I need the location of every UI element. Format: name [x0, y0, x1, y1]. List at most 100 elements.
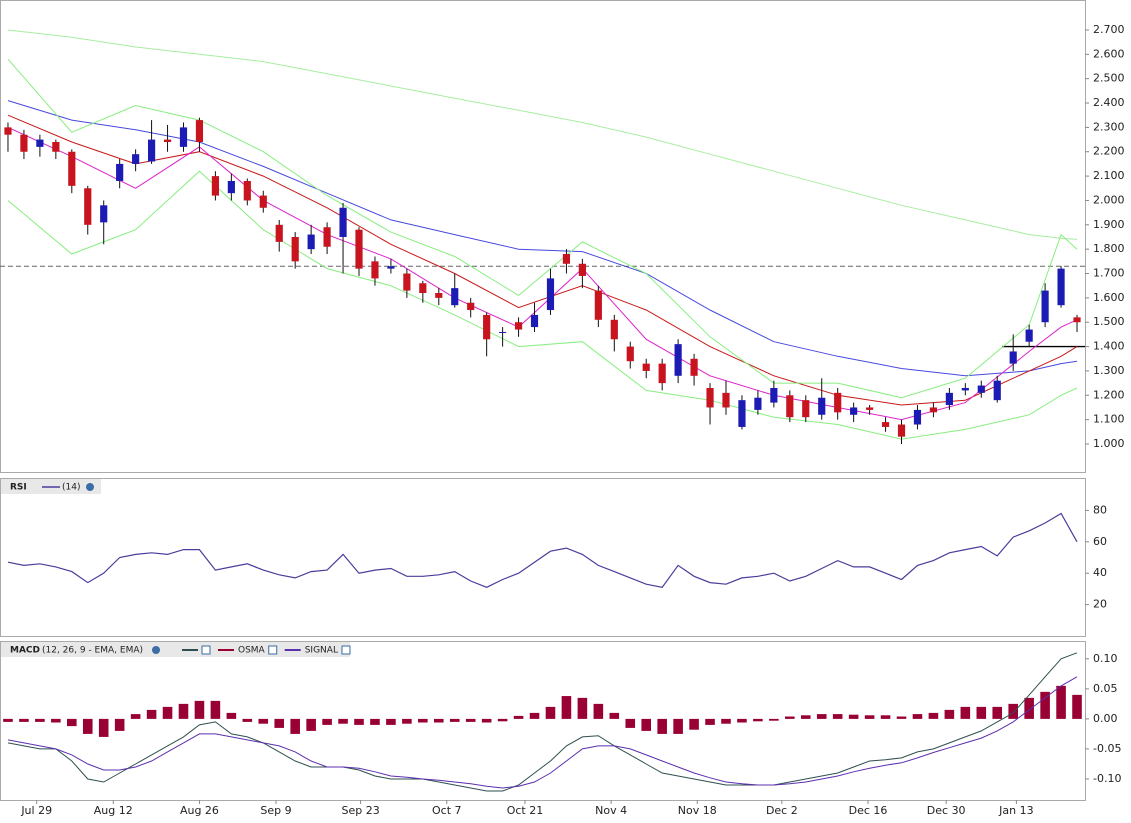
osma-bar — [354, 718, 364, 725]
osma-bar — [274, 718, 285, 728]
y-tick-label: 0.00 — [1093, 712, 1118, 725]
y-tick-label: 2.400 — [1093, 96, 1125, 109]
osma-bar — [162, 706, 173, 719]
candle-body — [770, 387, 778, 403]
rsi-title: RSI — [10, 483, 27, 493]
candle-body — [961, 387, 969, 391]
candle-body — [881, 422, 890, 427]
candle-body — [802, 400, 810, 418]
y-tick-label: 40 — [1093, 566, 1107, 579]
osma-bar — [1024, 697, 1034, 719]
osma-bar — [529, 712, 540, 719]
osma-bar — [609, 712, 620, 719]
candle-body — [578, 263, 586, 276]
osma-bar — [832, 714, 843, 719]
osma-bar — [769, 718, 779, 721]
candle-body — [68, 151, 76, 186]
settings-icon[interactable] — [152, 646, 160, 654]
candle-body — [435, 293, 443, 298]
osma-bar — [306, 718, 316, 731]
candle-body — [227, 180, 235, 194]
candle-body — [929, 407, 938, 413]
x-tick-label: Aug 12 — [94, 804, 133, 817]
osma-bar — [928, 712, 939, 719]
x-tick-label: Dec 2 — [766, 804, 798, 817]
settings-icon[interactable] — [86, 483, 94, 491]
candle-body — [275, 224, 283, 242]
candle-body — [339, 207, 347, 237]
rsi-panel — [0, 478, 1086, 637]
macd-header — [1, 642, 350, 657]
candle-body — [530, 314, 539, 328]
osma-bar — [226, 712, 237, 719]
y-tick-label: 1.300 — [1093, 364, 1125, 377]
osma-bar — [513, 715, 524, 719]
y-tick-label: 1.100 — [1093, 413, 1125, 426]
candle-body — [1025, 329, 1033, 342]
candle-body — [403, 273, 411, 291]
legend-checkbox[interactable] — [268, 645, 278, 655]
osma-bar — [816, 714, 827, 719]
candle-body — [419, 283, 427, 294]
osma-bar — [82, 718, 93, 734]
candle-body — [467, 302, 475, 311]
osma-bar — [242, 718, 253, 722]
legend-label: OSMA — [238, 646, 266, 656]
osma-bar — [370, 718, 380, 725]
osma-bar — [290, 718, 300, 734]
candle-body — [514, 322, 523, 330]
osma-bar — [386, 718, 396, 725]
candle-body — [786, 395, 794, 418]
legend-checkbox[interactable] — [201, 645, 211, 655]
candle-body — [626, 346, 634, 362]
candle-body — [1009, 351, 1017, 364]
candle-body — [834, 392, 842, 413]
x-tick-label: Aug 26 — [180, 804, 219, 817]
candle-body — [722, 392, 730, 408]
osma-bar — [705, 718, 715, 725]
candle-body — [387, 266, 395, 269]
osma-bar — [673, 718, 683, 734]
osma-bar — [545, 706, 556, 719]
osma-bar — [51, 718, 61, 723]
legend-checkbox[interactable] — [341, 645, 351, 655]
osma-bar — [641, 718, 651, 731]
candle-body — [546, 278, 555, 311]
osma-bar — [593, 703, 604, 719]
candle-body — [818, 397, 826, 415]
candle-body — [163, 139, 172, 143]
candle-body — [945, 392, 953, 406]
y-tick-label: 2.300 — [1093, 120, 1125, 133]
candle-body — [499, 331, 507, 333]
x-tick-label: Dec 30 — [927, 804, 966, 817]
osma-bar — [3, 718, 13, 722]
candle-body — [1041, 290, 1049, 323]
candle-body — [4, 127, 12, 135]
y-tick-label: 1.700 — [1093, 267, 1125, 280]
x-tick-label: Nov 18 — [678, 804, 717, 817]
osma-bar — [1056, 685, 1066, 719]
y-tick-label: 1.600 — [1093, 291, 1125, 304]
overlay-line — [7, 29, 1078, 240]
y-tick-label: 2.700 — [1093, 23, 1125, 36]
x-tick-label: Sep 9 — [260, 804, 291, 817]
osma-bar — [896, 716, 907, 719]
osma-bar — [864, 715, 875, 719]
candle-body — [371, 261, 379, 279]
osma-bar — [992, 706, 1003, 719]
osma-bar — [1008, 703, 1018, 719]
candle-body — [690, 358, 698, 376]
osma-bar — [481, 718, 492, 723]
x-tick-label: Dec 16 — [849, 804, 888, 817]
y-tick-label: 0.10 — [1093, 652, 1118, 665]
candle-body — [850, 407, 858, 415]
osma-bar — [625, 718, 636, 728]
candle-body — [147, 139, 156, 162]
osma-bar — [210, 700, 221, 719]
osma-bar — [912, 714, 923, 719]
osma-bar — [338, 718, 348, 724]
osma-bar — [561, 696, 572, 719]
candle-body — [1073, 317, 1081, 323]
candle-body — [132, 154, 140, 164]
candle-body — [291, 236, 299, 262]
